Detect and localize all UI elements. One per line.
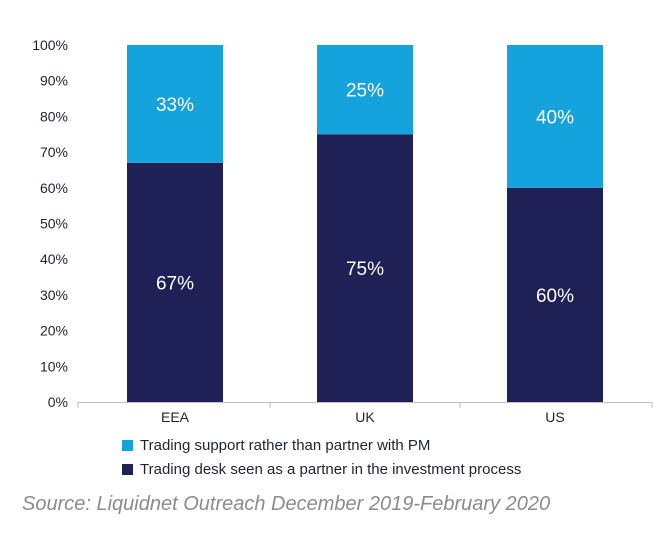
y-tick-label: 0%: [48, 394, 68, 410]
y-tick-label: 30%: [40, 287, 68, 303]
legend-label-trading-support: Trading support rather than partner with…: [140, 436, 431, 454]
data-label: 67%: [156, 273, 194, 294]
x-category-label: US: [545, 409, 564, 425]
source-note: Source: Liquidnet Outreach December 2019…: [22, 493, 551, 515]
y-tick-label: 50%: [40, 216, 68, 232]
y-tick-label: 100%: [32, 37, 68, 53]
data-label: 25%: [346, 81, 384, 102]
bar-segment: [127, 162, 223, 402]
data-label: 75%: [346, 259, 384, 280]
y-tick-label: 60%: [40, 180, 68, 196]
legend-swatch-trading-desk: [122, 463, 133, 475]
legend-item-trading-desk: Trading desk seen as a partner in the in…: [122, 457, 521, 481]
data-label: 40%: [536, 107, 574, 128]
bar-segment: [317, 134, 413, 402]
y-tick-label: 40%: [40, 251, 68, 267]
bar-segment: [127, 45, 223, 163]
bar-segment: [507, 187, 603, 402]
y-tick-label: 70%: [40, 144, 68, 160]
y-tick-label: 90%: [40, 73, 68, 89]
y-tick-label: 20%: [40, 323, 68, 339]
legend-item-trading-support: Trading support rather than partner with…: [122, 433, 521, 457]
legend: Trading support rather than partner with…: [122, 433, 521, 481]
legend-swatch-trading-support: [122, 439, 133, 451]
legend-label-trading-desk: Trading desk seen as a partner in the in…: [140, 460, 522, 478]
bar-segment: [507, 45, 603, 188]
bar-segment: [317, 45, 413, 135]
stacked-bar-chart: 0% 10% 20% 30% 40% 50% 60% 70% 80% 90% 100% 67% 33% 7…: [32, 37, 653, 425]
data-label: 60%: [536, 286, 574, 307]
x-category-label: EEA: [161, 409, 190, 425]
data-label: 33%: [156, 95, 194, 116]
y-tick-label: 80%: [40, 108, 68, 124]
y-tick-label: 10%: [40, 358, 68, 374]
x-category-label: UK: [355, 409, 375, 425]
